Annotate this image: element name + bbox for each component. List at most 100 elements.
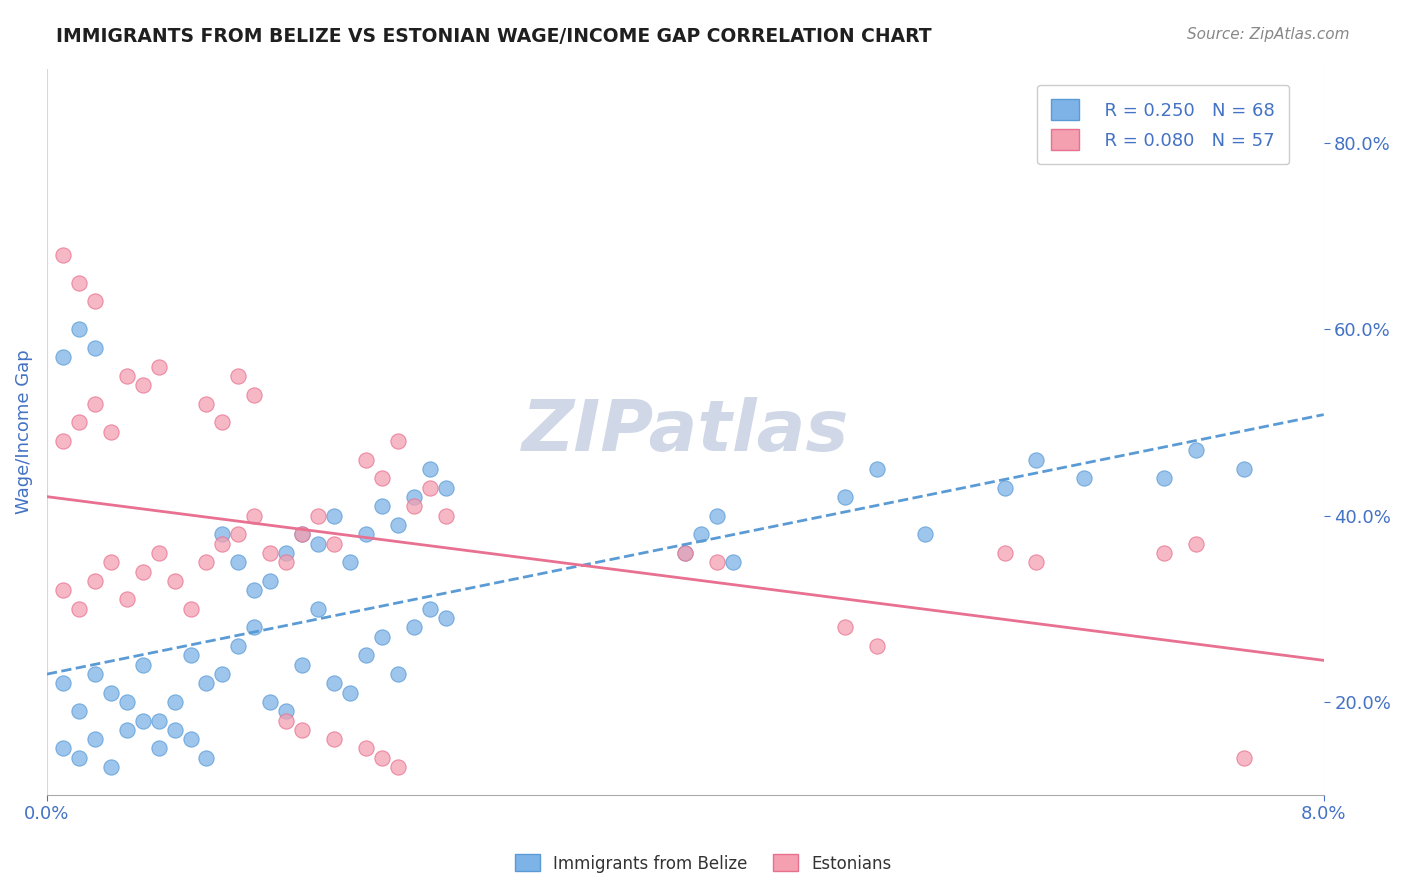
Point: [83, 667, 105, 681]
Point: [1153, 471, 1175, 485]
Point: [83, 397, 105, 411]
Point: [291, 723, 314, 737]
Point: [914, 527, 936, 541]
Point: [195, 676, 218, 690]
Point: [52, 583, 75, 598]
Point: [387, 517, 409, 532]
Point: [180, 648, 202, 663]
Point: [115, 723, 138, 737]
Point: [323, 536, 346, 550]
Point: [339, 555, 361, 569]
Point: [67, 322, 90, 336]
Point: [83, 294, 105, 309]
Point: [419, 601, 441, 615]
Point: [307, 508, 329, 523]
Point: [323, 732, 346, 747]
Point: [354, 741, 377, 756]
Point: [131, 714, 153, 728]
Point: [131, 657, 153, 672]
Point: [434, 508, 457, 523]
Point: [1185, 443, 1208, 458]
Point: [83, 574, 105, 588]
Point: [180, 601, 202, 615]
Point: [52, 741, 75, 756]
Point: [673, 546, 696, 560]
Y-axis label: Wage/Income Gap: Wage/Income Gap: [15, 350, 32, 514]
Point: [67, 416, 90, 430]
Point: [291, 527, 314, 541]
Point: [307, 601, 329, 615]
Point: [387, 760, 409, 774]
Point: [259, 695, 281, 709]
Point: [419, 462, 441, 476]
Point: [115, 695, 138, 709]
Point: [1153, 546, 1175, 560]
Point: [83, 816, 105, 830]
Point: [276, 714, 298, 728]
Point: [83, 341, 105, 355]
Point: [419, 481, 441, 495]
Point: [1185, 536, 1208, 550]
Point: [1233, 462, 1256, 476]
Point: [67, 276, 90, 290]
Point: [1073, 471, 1095, 485]
Point: [371, 630, 394, 644]
Point: [228, 639, 250, 653]
Point: [195, 397, 218, 411]
Point: [211, 416, 233, 430]
Point: [211, 536, 233, 550]
Point: [163, 723, 186, 737]
Point: [259, 546, 281, 560]
Point: [371, 751, 394, 765]
Point: [243, 583, 266, 598]
Point: [100, 555, 122, 569]
Point: [721, 555, 744, 569]
Point: [211, 667, 233, 681]
Point: [834, 490, 856, 504]
Point: [706, 555, 728, 569]
Text: Source: ZipAtlas.com: Source: ZipAtlas.com: [1187, 27, 1350, 42]
Point: [291, 657, 314, 672]
Point: [993, 546, 1015, 560]
Text: IMMIGRANTS FROM BELIZE VS ESTONIAN WAGE/INCOME GAP CORRELATION CHART: IMMIGRANTS FROM BELIZE VS ESTONIAN WAGE/…: [56, 27, 932, 45]
Point: [1025, 555, 1047, 569]
Point: [100, 425, 122, 439]
Point: [307, 536, 329, 550]
Point: [228, 368, 250, 383]
Point: [371, 500, 394, 514]
Point: [276, 546, 298, 560]
Point: [354, 452, 377, 467]
Point: [866, 639, 889, 653]
Point: [387, 434, 409, 449]
Point: [387, 667, 409, 681]
Point: [115, 368, 138, 383]
Point: [276, 704, 298, 718]
Point: [83, 732, 105, 747]
Point: [834, 620, 856, 634]
Point: [67, 601, 90, 615]
Point: [243, 387, 266, 401]
Point: [52, 434, 75, 449]
Point: [1025, 452, 1047, 467]
Point: [434, 481, 457, 495]
Point: [180, 732, 202, 747]
Point: [993, 481, 1015, 495]
Point: [1233, 751, 1256, 765]
Point: [243, 508, 266, 523]
Point: [163, 574, 186, 588]
Point: [115, 592, 138, 607]
Point: [276, 555, 298, 569]
Point: [371, 471, 394, 485]
Point: [148, 359, 170, 374]
Point: [259, 574, 281, 588]
Point: [402, 620, 425, 634]
Point: [211, 527, 233, 541]
Point: [67, 751, 90, 765]
Point: [228, 527, 250, 541]
Legend:   R = 0.250   N = 68,   R = 0.080   N = 57: R = 0.250 N = 68, R = 0.080 N = 57: [1038, 85, 1289, 164]
Point: [100, 760, 122, 774]
Point: [243, 620, 266, 634]
Point: [323, 676, 346, 690]
Point: [100, 825, 122, 839]
Point: [67, 704, 90, 718]
